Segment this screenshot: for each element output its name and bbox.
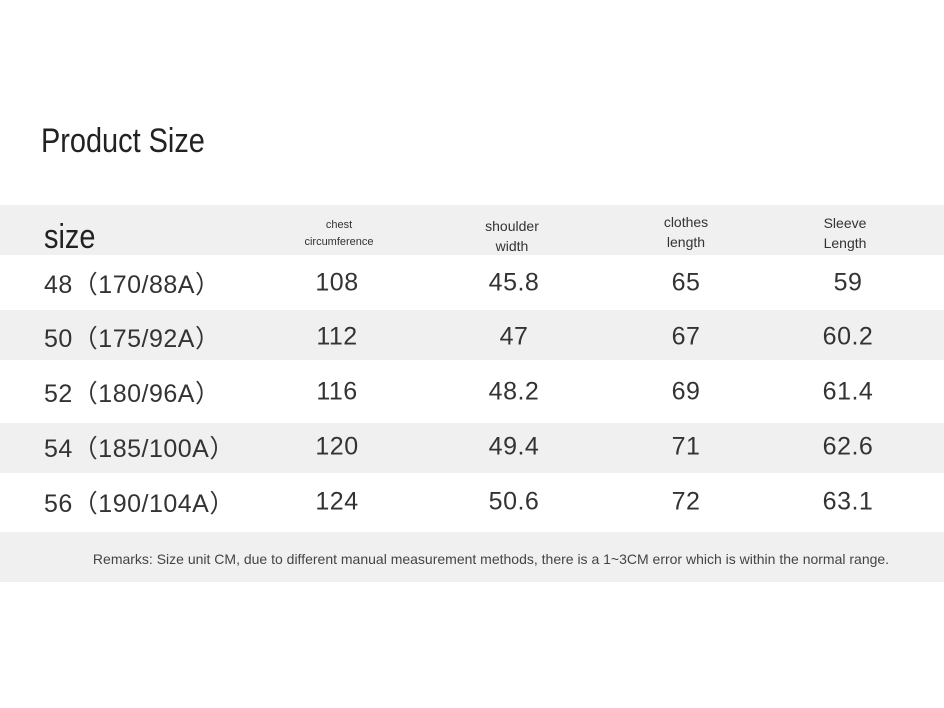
value-cell: 120 [315, 432, 359, 461]
header-line: width [495, 238, 529, 254]
value-cell: 61.4 [822, 377, 874, 406]
value-cell: 45.8 [488, 268, 540, 297]
header-line: length [666, 234, 706, 250]
header-line: Sleeve [823, 215, 867, 231]
value-cell: 112 [316, 322, 358, 351]
value-cell: 62.6 [822, 432, 874, 461]
header-cell: clothes length [664, 212, 708, 252]
header-cell: chest circumference [304, 217, 373, 251]
value-cell: 124 [315, 487, 359, 516]
value-cell: 63.1 [822, 487, 874, 516]
value-cell: 59 [833, 268, 863, 297]
header-line: circumference [304, 236, 374, 248]
remarks: Remarks: Size unit CM, due to different … [92, 551, 890, 567]
row-band [0, 423, 944, 473]
size-cell: 54（185/100A） [44, 435, 235, 463]
remarks-band [0, 532, 944, 582]
size-cell: 56（190/104A） [44, 490, 235, 518]
value-cell: 72 [671, 487, 701, 516]
header-cell: shoulder width [485, 216, 539, 256]
value-cell: 65 [671, 268, 701, 297]
header-line: clothes [663, 214, 709, 230]
value-cell: 116 [316, 377, 358, 406]
header-line: chest [325, 219, 353, 231]
value-cell: 48.2 [488, 377, 540, 406]
header-cell: Sleeve Length [824, 213, 867, 253]
size-cell: 48（170/88A） [44, 271, 221, 299]
value-cell: 47 [499, 322, 529, 351]
header-line: shoulder [485, 218, 539, 234]
size-cell: 52（180/96A） [44, 380, 221, 408]
header-line: Length [823, 235, 867, 251]
value-cell: 71 [671, 432, 701, 461]
size-cell: 50（175/92A） [44, 325, 221, 353]
value-cell: 69 [671, 377, 701, 406]
value-cell: 60.2 [822, 322, 874, 351]
row-band [0, 310, 944, 360]
value-cell: 49.4 [488, 432, 540, 461]
value-cell: 108 [315, 268, 359, 297]
header-band [0, 205, 944, 255]
value-cell: 67 [671, 322, 701, 351]
header-cell: size [44, 218, 96, 256]
value-cell: 50.6 [488, 487, 540, 516]
title: Product Size [41, 122, 205, 160]
